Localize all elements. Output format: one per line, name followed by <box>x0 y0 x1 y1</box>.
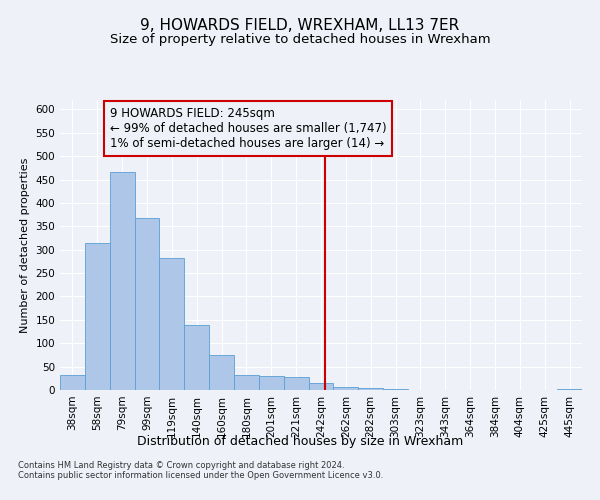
Text: 9 HOWARDS FIELD: 245sqm
← 99% of detached houses are smaller (1,747)
1% of semi-: 9 HOWARDS FIELD: 245sqm ← 99% of detache… <box>110 107 386 150</box>
Bar <box>308 383 334 390</box>
Text: 9, HOWARDS FIELD, WREXHAM, LL13 7ER: 9, HOWARDS FIELD, WREXHAM, LL13 7ER <box>140 18 460 32</box>
Bar <box>60 374 85 390</box>
Bar <box>334 386 358 390</box>
Text: Distribution of detached houses by size in Wrexham: Distribution of detached houses by size … <box>137 435 463 448</box>
Bar <box>110 172 134 390</box>
Bar <box>134 218 160 390</box>
Bar <box>557 389 582 390</box>
Bar <box>259 376 284 390</box>
Bar <box>209 355 234 390</box>
Text: Contains HM Land Registry data © Crown copyright and database right 2024.
Contai: Contains HM Land Registry data © Crown c… <box>18 460 383 480</box>
Y-axis label: Number of detached properties: Number of detached properties <box>20 158 30 332</box>
Bar <box>160 258 184 390</box>
Bar <box>184 324 209 390</box>
Text: Size of property relative to detached houses in Wrexham: Size of property relative to detached ho… <box>110 32 490 46</box>
Bar <box>234 374 259 390</box>
Bar <box>383 389 408 390</box>
Bar <box>358 388 383 390</box>
Bar <box>85 242 110 390</box>
Bar <box>284 377 308 390</box>
